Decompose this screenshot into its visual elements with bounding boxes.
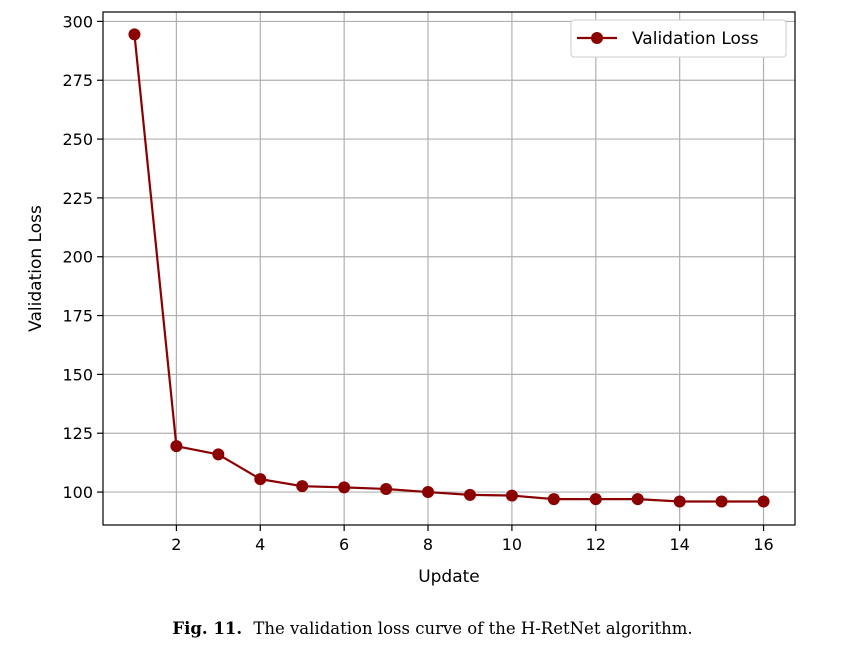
x-axis-title: Update bbox=[418, 567, 480, 587]
axis-ticks: 2 4 6 8 10 12 14 16 100 125 150 175 200 225 250 275 300 bbox=[62, 12, 773, 554]
data-point bbox=[296, 480, 309, 493]
x-tick-label: 6 bbox=[339, 535, 349, 554]
y-tick-label: 250 bbox=[62, 130, 93, 149]
y-tick-label: 200 bbox=[62, 248, 93, 267]
data-point bbox=[463, 488, 476, 501]
series-line bbox=[133, 34, 764, 503]
data-point bbox=[338, 481, 351, 494]
x-tick-label: 2 bbox=[171, 535, 181, 554]
legend-box bbox=[570, 19, 787, 58]
y-tick-label: 275 bbox=[62, 71, 93, 90]
x-tick-label: 12 bbox=[586, 535, 606, 554]
data-point bbox=[380, 482, 393, 495]
legend-entry-label: Validation Loss bbox=[632, 29, 759, 49]
y-tick-label: 225 bbox=[62, 189, 93, 208]
y-tick-label: 175 bbox=[62, 307, 93, 326]
data-point bbox=[422, 486, 435, 499]
figure-label: Fig. 11. bbox=[172, 619, 243, 638]
y-tick-label: 100 bbox=[62, 483, 93, 502]
data-point bbox=[505, 489, 518, 502]
y-tick-label: 150 bbox=[62, 365, 93, 384]
figure-caption-text: The validation loss curve of the H-RetNe… bbox=[253, 619, 693, 638]
y-tick-label: 300 bbox=[62, 12, 93, 31]
data-point bbox=[170, 440, 183, 453]
y-tick-label: 125 bbox=[62, 424, 93, 443]
data-point bbox=[673, 495, 686, 508]
data-point bbox=[254, 473, 267, 486]
legend: Validation Loss bbox=[570, 19, 787, 58]
data-point bbox=[757, 495, 770, 508]
line-chart: 2 4 6 8 10 12 14 16100125150175200225250275300 … bbox=[26, 11, 796, 587]
data-point bbox=[547, 493, 560, 506]
data-point bbox=[128, 28, 141, 41]
x-tick-label: 8 bbox=[423, 535, 433, 554]
data-point bbox=[715, 495, 728, 508]
grid-lines bbox=[103, 12, 795, 525]
y-axis-title: Validation Loss bbox=[26, 205, 46, 332]
x-tick-label: 14 bbox=[669, 535, 689, 554]
data-point bbox=[589, 493, 602, 506]
data-point bbox=[212, 448, 225, 461]
plot-area-frame bbox=[102, 11, 796, 526]
data-point bbox=[631, 493, 644, 506]
x-tick-label: 16 bbox=[753, 535, 773, 554]
x-tick-label: 10 bbox=[502, 535, 522, 554]
legend-marker-swatch bbox=[591, 32, 603, 44]
figure-caption: Fig. 11. The validation loss curve of th… bbox=[0, 619, 865, 638]
series-layer bbox=[128, 28, 770, 508]
x-tick-label: 4 bbox=[255, 535, 265, 554]
